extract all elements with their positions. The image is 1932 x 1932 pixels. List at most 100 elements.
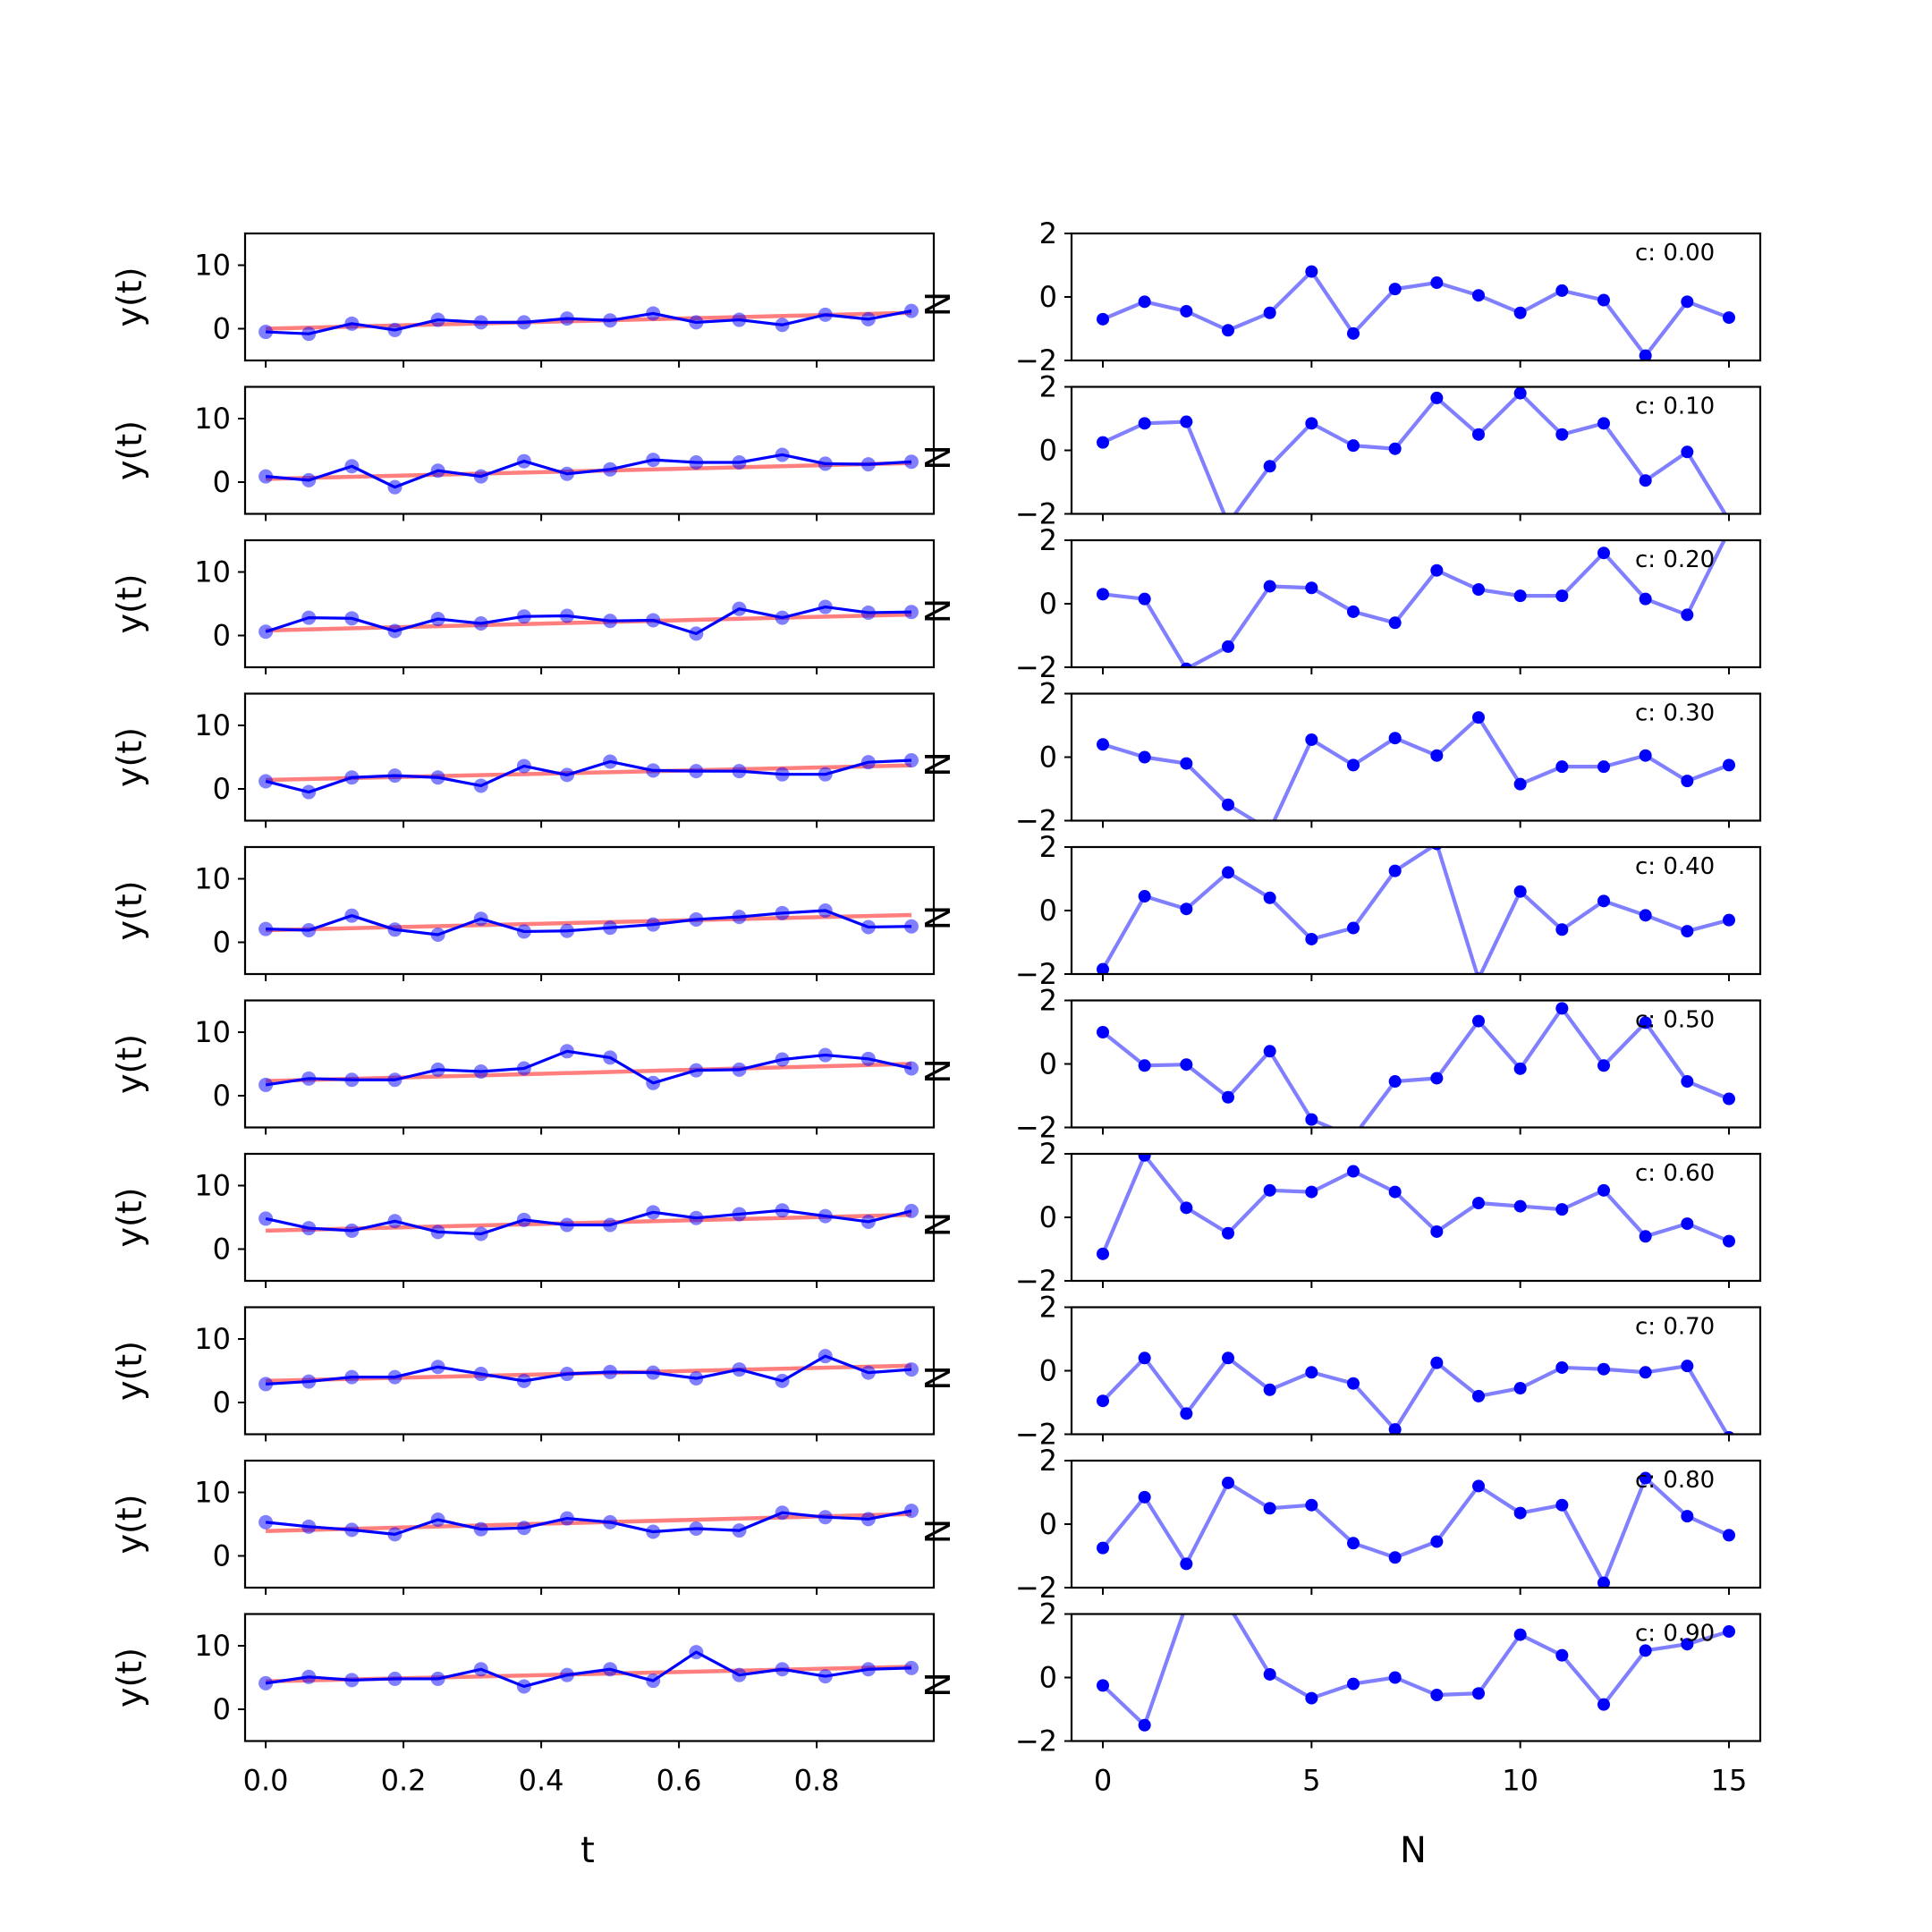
noise-point — [1472, 583, 1485, 597]
y-tick-label: −2 — [1015, 804, 1057, 838]
noise-point — [1138, 750, 1151, 764]
y-tick-label: 10 — [194, 1015, 231, 1049]
y-tick-label: −2 — [1015, 1418, 1057, 1452]
left-panel-2: 0 10 y(t) — [110, 538, 936, 674]
right-y-axis-label: N — [919, 1519, 958, 1544]
right-panel-5: −2 0 2 Nc: 0.50 — [919, 984, 1762, 1145]
noise-line — [1102, 540, 1727, 667]
observed-line — [265, 1049, 912, 1087]
y-tick-label: 2 — [1039, 677, 1057, 711]
noise-point — [1597, 1059, 1610, 1072]
noise-point — [1430, 1356, 1444, 1369]
noise-point — [1263, 1667, 1276, 1681]
noise-line — [1102, 391, 1728, 514]
noise-point — [1555, 428, 1569, 441]
noise-point — [1347, 921, 1360, 935]
noise-point — [1138, 592, 1151, 606]
right-y-axis-label: N — [919, 751, 958, 776]
noise-point — [1305, 1185, 1318, 1199]
y-tick-label: 2 — [1039, 1137, 1057, 1171]
right-x-axis-label: N — [1400, 1830, 1427, 1871]
noise-point — [1222, 1090, 1234, 1104]
noise-point — [1347, 439, 1360, 453]
y-tick-label: 10 — [194, 249, 231, 283]
noise-point — [1597, 417, 1610, 430]
left-plot-area — [258, 753, 919, 800]
noise-point — [1681, 1360, 1694, 1373]
noise-point — [1263, 1183, 1276, 1197]
noise-point — [1555, 1648, 1569, 1662]
noise-point — [1681, 1510, 1694, 1523]
x-tick-label: 15 — [1711, 1764, 1748, 1798]
right-plot-area — [1097, 265, 1735, 360]
noise-point — [1681, 1638, 1694, 1651]
noise-point — [1305, 417, 1318, 430]
y-tick-label: 2 — [1039, 523, 1057, 557]
right-plot-area — [1097, 711, 1735, 821]
left-panel-6: 0 10 y(t) — [110, 1152, 936, 1288]
right-y-axis-label: N — [919, 598, 958, 623]
noise-point — [1263, 1045, 1276, 1058]
left-plot-area — [258, 1504, 919, 1542]
x-tick-label: 5 — [1302, 1764, 1320, 1798]
noise-point — [1347, 605, 1360, 618]
noise-point — [1347, 1165, 1360, 1178]
y-tick-label: −2 — [1015, 1571, 1057, 1605]
noise-point — [1555, 1203, 1569, 1216]
c-annotation: c: 0.00 — [1635, 240, 1715, 267]
noise-point — [1305, 1113, 1318, 1126]
noise-point — [1681, 295, 1694, 309]
y-tick-label: 2 — [1039, 1597, 1057, 1631]
left-axes-frame — [243, 1459, 936, 1589]
y-tick-label: 0 — [213, 1692, 231, 1726]
left-panel-8: 0 10 y(t) — [110, 1459, 936, 1595]
left-plot-area — [258, 903, 919, 942]
y-tick-label: 0 — [1039, 1200, 1057, 1234]
y-tick-label: 0 — [213, 926, 231, 960]
noise-point — [1681, 445, 1694, 459]
y-tick-label: 0 — [1039, 894, 1057, 928]
left-axes-frame — [243, 538, 936, 669]
y-tick-label: −2 — [1015, 957, 1057, 991]
noise-point — [1681, 608, 1694, 622]
right-y-axis-label: N — [919, 1365, 958, 1390]
y-tick-label: 10 — [194, 555, 231, 589]
noise-point — [1430, 1224, 1444, 1238]
noise-point — [1430, 1689, 1444, 1702]
noise-point — [1138, 1059, 1151, 1072]
right-panel-9: −2 0 2 0 5 10 15 Nc: 0.90 — [919, 1597, 1762, 1798]
left-panel-0: 0 10 y(t) — [110, 232, 936, 368]
y-tick-label: −2 — [1015, 1724, 1057, 1758]
left-plot-area — [258, 1203, 919, 1241]
noise-point — [1430, 391, 1444, 404]
noise-point — [1555, 589, 1569, 603]
noise-point — [1222, 640, 1234, 653]
noise-point — [1472, 1389, 1485, 1402]
noise-point — [1388, 283, 1402, 296]
right-plot-area — [1097, 1471, 1735, 1588]
noise-point — [1472, 289, 1485, 302]
left-axes-frame — [243, 692, 936, 822]
right-plot-area — [1097, 1352, 1735, 1435]
noise-point — [1347, 758, 1360, 772]
y-tick-label: 10 — [194, 862, 231, 896]
c-annotation: c: 0.50 — [1635, 1007, 1715, 1034]
noise-point — [1555, 760, 1569, 774]
noise-point — [1222, 1352, 1234, 1365]
y-tick-label: 0 — [213, 1539, 231, 1573]
noise-point — [1472, 428, 1485, 441]
trend-line — [266, 612, 912, 633]
noise-point — [1180, 1058, 1193, 1072]
noise-point — [1639, 474, 1652, 487]
right-y-axis-label: N — [919, 905, 958, 930]
right-plot-area — [1097, 1002, 1735, 1128]
y-axis-label: y(t) — [110, 1034, 149, 1094]
y-tick-label: 0 — [1039, 434, 1057, 468]
noise-point — [1138, 1718, 1151, 1732]
noise-line — [1101, 1006, 1730, 1128]
observed-line — [266, 309, 912, 335]
noise-point — [1639, 1016, 1652, 1030]
y-axis-label: y(t) — [110, 1494, 149, 1554]
